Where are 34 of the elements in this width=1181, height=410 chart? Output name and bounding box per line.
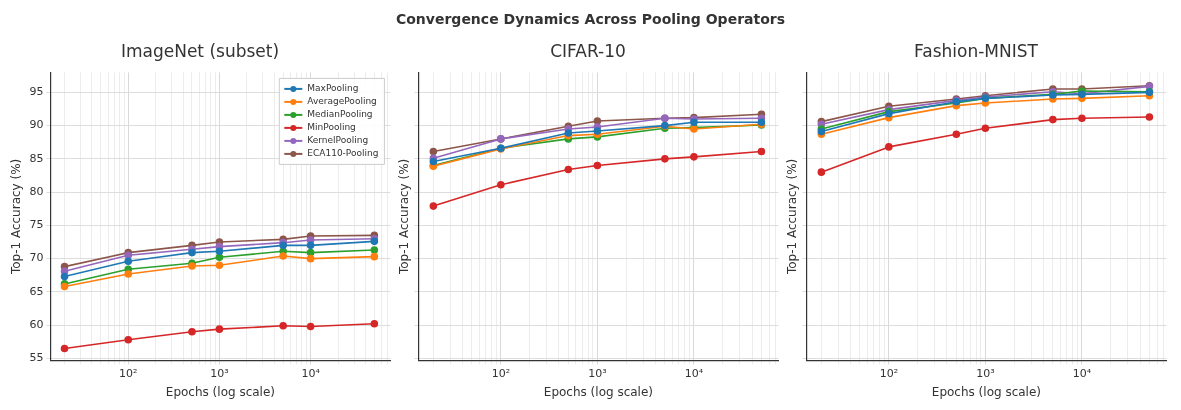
x-tick-label: 10² <box>491 366 511 380</box>
legend-label: MaxPooling <box>307 83 359 94</box>
x-tick-label: 10⁴ <box>1072 366 1092 380</box>
y-axis-title: Top-1 Accuracy (%) <box>9 158 24 276</box>
chart-title: CIFAR-10 <box>550 40 626 61</box>
y-tick-label: 95 <box>29 85 44 99</box>
text: Convergence Dynamics Across Pooling Operators <box>394 10 787 29</box>
x-tick-label: 10³ <box>976 366 995 380</box>
y-tick-label: 90 <box>29 118 44 132</box>
x-tick-label: 10⁴ <box>301 366 321 380</box>
legend-label: MedianPooling <box>307 109 373 120</box>
y-tick-label: 70 <box>29 251 44 265</box>
y-tick-label: 80 <box>29 184 44 198</box>
x-tick-label: 10² <box>879 366 899 380</box>
y-tick-label: 60 <box>29 318 44 332</box>
y-tick-label: 55 <box>29 351 44 365</box>
x-tick-label: 10³ <box>588 366 607 380</box>
x-tick-label: 10² <box>119 366 138 380</box>
y-tick-label: 65 <box>29 284 44 298</box>
legend-label: KernelPooling <box>307 135 369 146</box>
legend-label: MinPooling <box>307 122 356 133</box>
legend-label: ECA110-Pooling <box>307 148 379 159</box>
legend-label: AveragePooling <box>307 96 377 107</box>
y-axis-title: Top-1 Accuracy (%) <box>397 158 412 276</box>
x-tick-label: 10³ <box>210 366 229 380</box>
y-tick-label: 85 <box>29 151 44 165</box>
chart-title: ImageNet (subset) <box>120 40 280 61</box>
chart-title: Fashion-MNIST <box>914 40 1039 61</box>
y-tick-label: 75 <box>29 218 44 232</box>
x-axis-title: Epochs (log scale) <box>165 384 275 399</box>
x-axis-title: Epochs (log scale) <box>543 384 653 399</box>
y-axis-title: Top-1 Accuracy (%) <box>785 158 800 276</box>
x-axis-title: Epochs (log scale) <box>931 384 1041 399</box>
x-tick-label: 10⁴ <box>684 366 704 380</box>
